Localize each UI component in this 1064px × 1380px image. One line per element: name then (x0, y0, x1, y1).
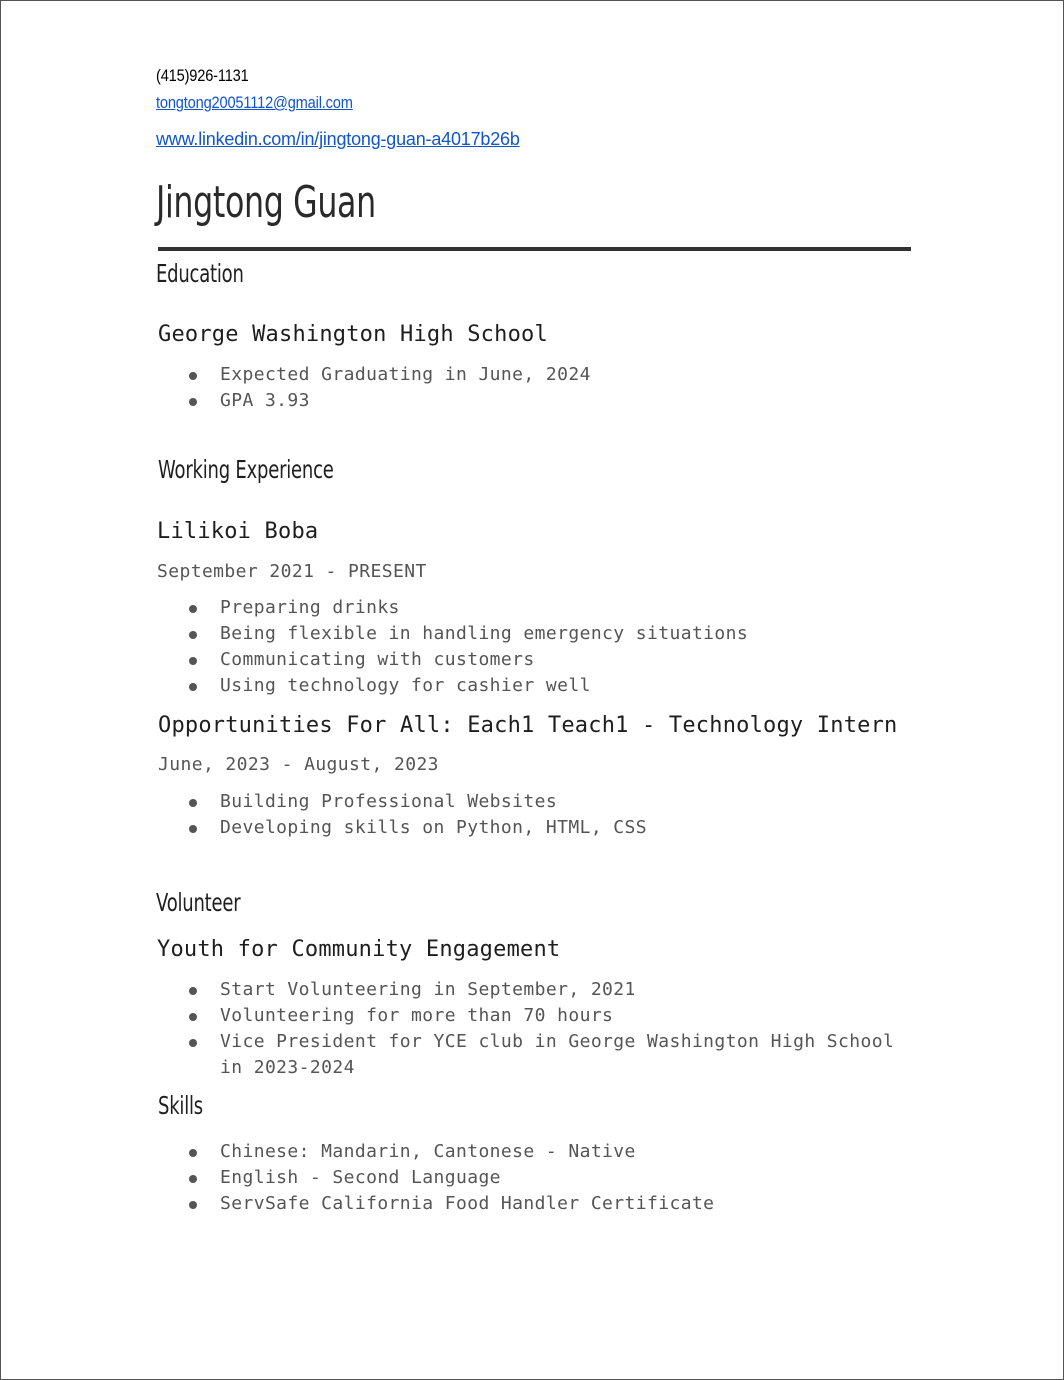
job-org: Lilikoi Boba (157, 519, 319, 544)
volunteer-bullets: Start Volunteering in September, 2021 Vo… (156, 977, 920, 1081)
list-item: Vice President for YCE club in George Wa… (156, 1029, 920, 1081)
list-item: Being flexible in handling emergency sit… (156, 621, 920, 647)
education-bullets: Expected Graduating in June, 2024 GPA 3.… (156, 362, 920, 414)
list-item: Developing skills on Python, HTML, CSS (156, 815, 920, 841)
list-item: Building Professional Websites (156, 789, 920, 815)
job-dates: September 2021 - PRESENT (157, 561, 427, 582)
job-org: Opportunities For All: Each1 Teach1 - Te… (158, 713, 898, 738)
skills-bullets: Chinese: Mandarin, Cantonese - Native En… (156, 1139, 920, 1217)
education-heading: Education (156, 259, 244, 288)
list-item: Preparing drinks (156, 595, 920, 621)
linkedin-link[interactable]: www.linkedin.com/in/jingtong-guan-a4017b… (156, 129, 520, 149)
list-item: Expected Graduating in June, 2024 (156, 362, 920, 388)
resume-name: Jingtong Guan (156, 177, 376, 228)
list-item: Chinese: Mandarin, Cantonese - Native (156, 1139, 920, 1165)
list-item: English - Second Language (156, 1165, 920, 1191)
job-bullets: Building Professional Websites Developin… (156, 789, 920, 841)
email-link[interactable]: tongtong20051112@gmail.com (156, 93, 353, 112)
list-item: Communicating with customers (156, 647, 920, 673)
volunteer-heading: Volunteer (156, 888, 241, 917)
list-item: ServSafe California Food Handler Certifi… (156, 1191, 920, 1217)
experience-heading: Working Experience (158, 455, 334, 484)
list-item: Start Volunteering in September, 2021 (156, 977, 920, 1003)
header-divider (158, 247, 911, 251)
list-item: Volunteering for more than 70 hours (156, 1003, 920, 1029)
skills-heading: Skills (158, 1091, 203, 1120)
job-dates: June, 2023 - August, 2023 (158, 754, 439, 775)
phone-number: (415)926-1131 (156, 66, 249, 85)
job-bullets: Preparing drinks Being flexible in handl… (156, 595, 920, 699)
list-item: GPA 3.93 (156, 388, 920, 414)
education-school: George Washington High School (158, 322, 548, 347)
volunteer-org: Youth for Community Engagement (157, 937, 561, 962)
list-item: Using technology for cashier well (156, 673, 920, 699)
